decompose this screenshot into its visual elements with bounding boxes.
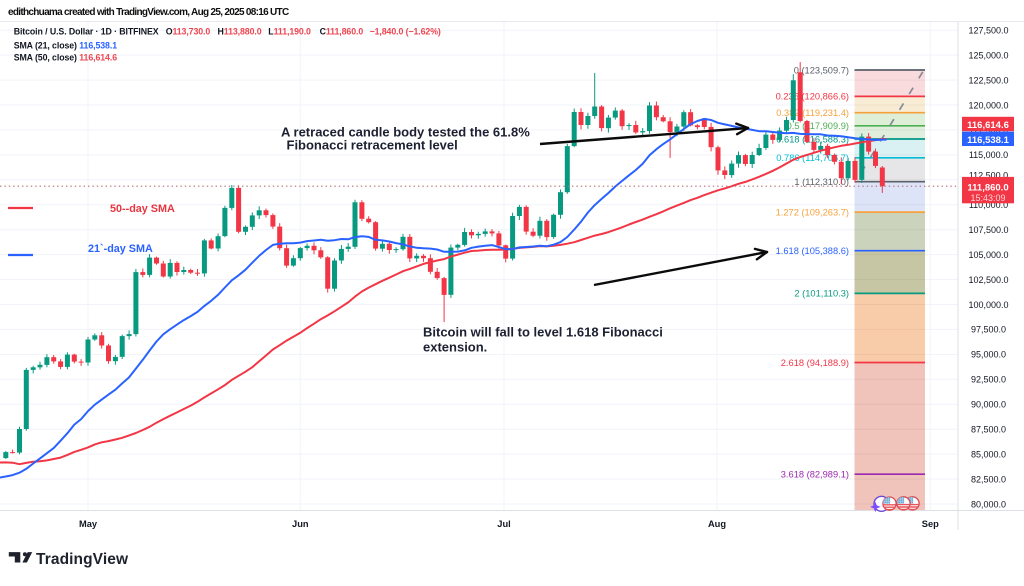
- svg-text:edithchuama created with Tradi: edithchuama created with TradingView.com…: [8, 7, 289, 18]
- svg-text:2.618 (94,188.9): 2.618 (94,188.9): [781, 358, 849, 368]
- svg-text:1.618 (105,388.6): 1.618 (105,388.6): [776, 246, 849, 256]
- svg-text:82,500.0: 82,500.0: [971, 474, 1006, 484]
- svg-text:80,000.0: 80,000.0: [971, 499, 1006, 509]
- svg-text:87,500.0: 87,500.0: [971, 425, 1006, 435]
- svg-text:90,000.0: 90,000.0: [971, 400, 1006, 410]
- svg-text:0 (123,509.7): 0 (123,509.7): [794, 65, 849, 75]
- svg-text:Bitcoin will fall to level 1.6: Bitcoin will fall to level 1.618 Fibonac…: [423, 325, 663, 340]
- svg-text:92,500.0: 92,500.0: [971, 375, 1006, 385]
- svg-text:0.5 (117,909.9): 0.5 (117,909.9): [787, 121, 849, 131]
- svg-text:extension.: extension.: [423, 340, 487, 355]
- svg-text:112,500.0: 112,500.0: [969, 171, 1008, 181]
- svg-text:100,000.0: 100,000.0: [968, 300, 1008, 310]
- svg-text:SMA (50, close) 116,614.6: SMA (50, close) 116,614.6: [14, 53, 118, 63]
- svg-text:0.618 (116,588.3): 0.618 (116,588.3): [776, 134, 849, 144]
- svg-text:107,500.0: 107,500.0: [968, 225, 1008, 235]
- svg-text:1 (112,310.0): 1 (112,310.0): [794, 177, 849, 187]
- svg-text:50--day SMA: 50--day SMA: [110, 203, 175, 215]
- svg-text:125,000.0: 125,000.0: [968, 50, 1008, 60]
- svg-text:21`-day SMA: 21`-day SMA: [88, 243, 153, 255]
- svg-text:116,538.1: 116,538.1: [967, 135, 1009, 146]
- svg-text:102,500.0: 102,500.0: [968, 275, 1008, 285]
- svg-text:85,000.0: 85,000.0: [971, 449, 1006, 459]
- svg-text:0.236 (120,866.6): 0.236 (120,866.6): [776, 92, 849, 102]
- svg-text:A retraced candle body tested: A retraced candle body tested the 61.8%: [281, 125, 530, 140]
- svg-text:1.272 (109,263.7): 1.272 (109,263.7): [776, 207, 849, 217]
- svg-text:15:43:09: 15:43:09: [970, 193, 1005, 203]
- svg-text:127,500.0: 127,500.0: [968, 26, 1008, 36]
- svg-text:122,500.0: 122,500.0: [968, 75, 1008, 85]
- svg-text:95,000.0: 95,000.0: [971, 350, 1006, 360]
- svg-text:Bitcoin / U.S. Dollar · 1D · B: Bitcoin / U.S. Dollar · 1D · BITFINEX O11…: [14, 27, 441, 37]
- svg-text:111,860.0: 111,860.0: [967, 182, 1008, 193]
- svg-text:Sep: Sep: [922, 519, 939, 529]
- svg-text:Aug: Aug: [708, 519, 726, 529]
- svg-text:SMA (21, close) 116,538.1: SMA (21, close) 116,538.1: [14, 41, 118, 51]
- svg-text:105,000.0: 105,000.0: [968, 250, 1008, 260]
- svg-text:Fibonacci retracement level: Fibonacci retracement level: [287, 138, 458, 153]
- svg-text:0.382 (119,231.4): 0.382 (119,231.4): [776, 108, 849, 118]
- svg-text:110,000.0: 110,000.0: [969, 200, 1008, 210]
- svg-text:97,500.0: 97,500.0: [971, 325, 1006, 335]
- svg-text:115,000.0: 115,000.0: [969, 150, 1008, 160]
- svg-text:TradingView: TradingView: [36, 551, 129, 568]
- svg-text:116,614.6: 116,614.6: [967, 120, 1009, 131]
- svg-text:2 (101,110.3): 2 (101,110.3): [794, 289, 849, 299]
- svg-text:Jun: Jun: [292, 519, 309, 529]
- svg-text:3.618 (82,989.1): 3.618 (82,989.1): [781, 470, 849, 480]
- svg-text:120,000.0: 120,000.0: [968, 100, 1008, 110]
- svg-text:0.786 (114,706.7): 0.786 (114,706.7): [776, 153, 849, 163]
- svg-text:May: May: [79, 519, 98, 529]
- svg-text:Jul: Jul: [497, 519, 510, 529]
